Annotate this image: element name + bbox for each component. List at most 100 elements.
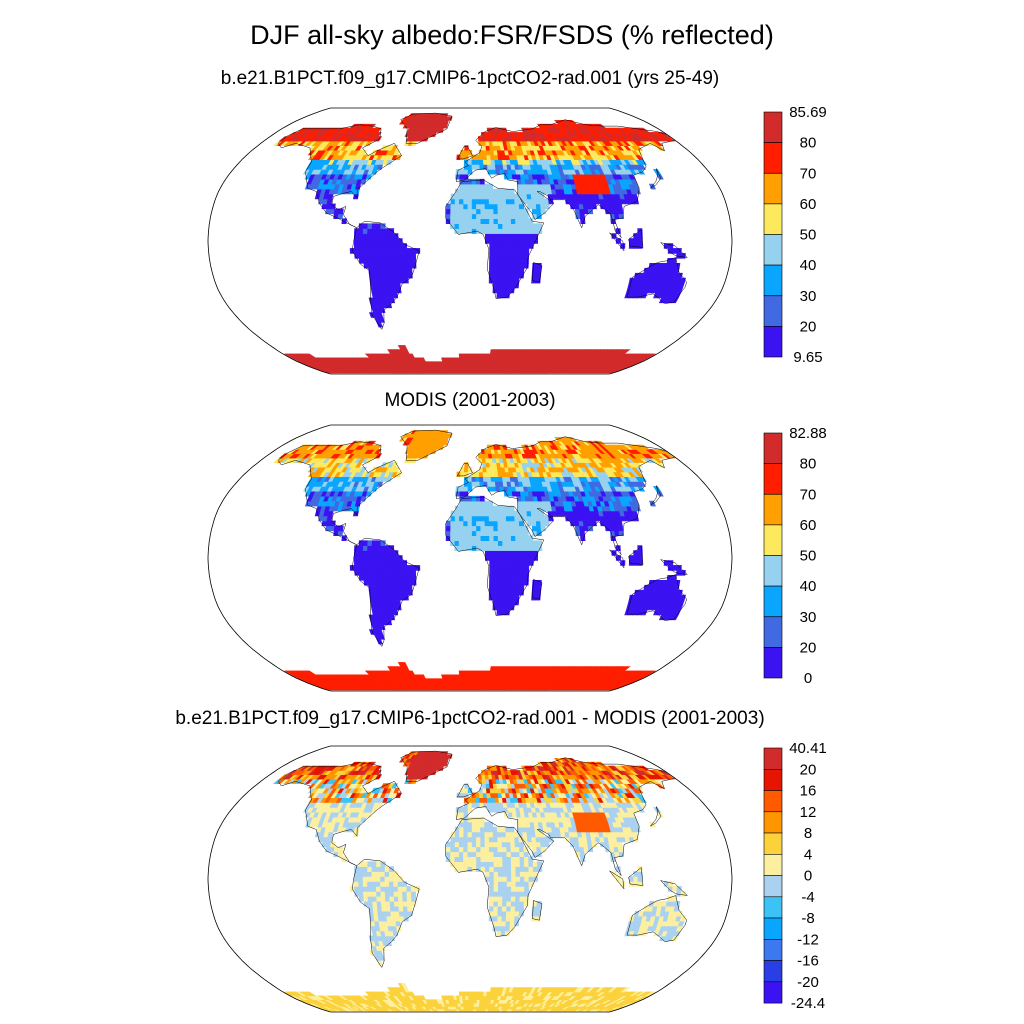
map-cell: [502, 248, 508, 254]
map-cell: [384, 575, 391, 581]
map-cell: [375, 238, 381, 244]
map-cell: [679, 594, 686, 601]
map-cell: [488, 520, 494, 527]
map-cell: [371, 570, 377, 576]
map-cell: [484, 193, 490, 200]
map-cell: [462, 357, 467, 362]
map-cell: [371, 540, 377, 546]
map-cell: [397, 248, 403, 254]
map-cell: [633, 550, 639, 556]
map-grid-cells: [272, 751, 686, 1012]
map-cell: [389, 258, 395, 264]
map-cell: [450, 535, 456, 541]
map-cell: [371, 575, 378, 581]
map-cell: [536, 525, 542, 532]
map-cell: [388, 238, 394, 244]
map-cell: [509, 505, 515, 512]
map-cell: [393, 560, 399, 566]
map-cell: [476, 515, 482, 522]
map-cell: [515, 218, 521, 224]
map-cell: [528, 238, 534, 244]
map-cell: [489, 575, 495, 581]
map-cell: [493, 540, 499, 546]
map-cell: [462, 674, 467, 679]
map-cell: [510, 530, 516, 536]
map-cell: [523, 218, 529, 224]
map-cell: [393, 550, 399, 556]
colorbar-swatch: [763, 524, 783, 556]
map-cell: [353, 243, 360, 249]
map-cell: [480, 520, 486, 527]
map-cell: [506, 267, 512, 274]
map-cell: [493, 565, 499, 571]
map-cell: [493, 575, 499, 581]
map-cell: [445, 213, 451, 219]
map-cell: [376, 540, 382, 546]
map-grid-cells: [272, 430, 686, 691]
map-cell: [467, 476, 473, 482]
map-cell: [397, 565, 403, 571]
map-cell: [620, 349, 631, 355]
map-cell: [493, 263, 499, 269]
map-cell: [489, 243, 495, 249]
map-cell: [411, 258, 417, 264]
map-cell: [388, 565, 395, 571]
map-cell: [397, 253, 404, 259]
map-cell: [519, 540, 525, 546]
map-cell: [515, 233, 521, 239]
map-cell: [327, 510, 334, 517]
map-cell: [514, 580, 521, 586]
map-cell: [540, 520, 546, 527]
map-cell: [484, 228, 490, 234]
colorbar-swatch: [763, 173, 783, 205]
coastline: [277, 441, 402, 546]
map-cell: [374, 127, 382, 133]
map-cell: [450, 515, 456, 522]
coastline: [626, 257, 687, 304]
map-cell: [454, 510, 460, 517]
map-cell: [509, 599, 515, 606]
map-cell: [633, 233, 639, 239]
map-cell: [522, 198, 528, 205]
map-cell: [493, 208, 499, 215]
map-cell: [510, 218, 516, 224]
map-cell: [514, 589, 520, 596]
map-cell: [489, 565, 495, 571]
map-cell: [465, 361, 469, 366]
map-cell: [385, 584, 391, 591]
map-cell: [376, 223, 382, 229]
map-cell: [391, 145, 398, 151]
map-cell: [406, 253, 412, 259]
map-cell: [362, 545, 369, 551]
map-cell: [519, 228, 525, 234]
map-cell: [398, 272, 405, 279]
map-cell: [467, 535, 473, 541]
map-cell: [459, 188, 465, 195]
map-cell: [492, 510, 498, 517]
map-cell: [450, 223, 456, 229]
map-cell: [393, 243, 399, 249]
map-cell: [509, 188, 515, 195]
map-cell: [519, 233, 525, 239]
map-cell: [389, 584, 396, 591]
map-cell: [459, 169, 465, 175]
map-cell: [511, 238, 517, 244]
map-cell: [471, 505, 477, 512]
map-cell: [408, 353, 416, 359]
map-cell: [489, 545, 495, 551]
map-cell: [536, 580, 542, 586]
map-cell: [648, 500, 656, 507]
map-cell: [362, 555, 368, 561]
coastline: [659, 242, 689, 258]
map-cell: [471, 535, 477, 541]
map-cell: [501, 530, 508, 536]
map-cell: [467, 525, 473, 532]
map-cell: [628, 238, 635, 244]
map-cell: [505, 589, 512, 596]
colorbar-swatch: [763, 494, 783, 526]
map-cell: [389, 580, 395, 586]
map-cell: [458, 540, 464, 546]
map-cell: [501, 193, 507, 200]
map-cell: [502, 223, 508, 229]
map-cell: [475, 178, 481, 185]
